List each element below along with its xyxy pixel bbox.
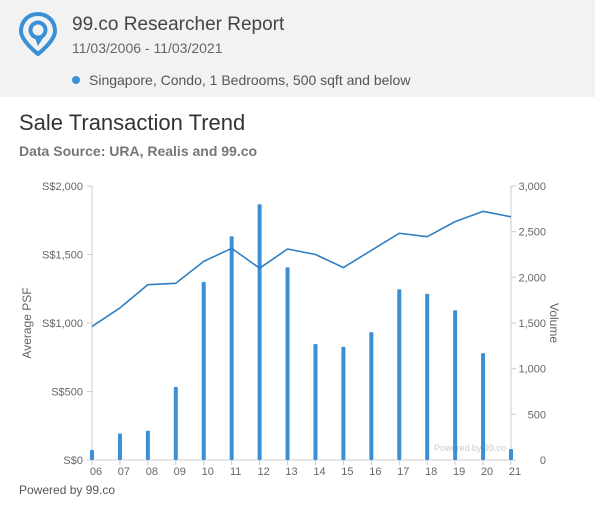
- x-tick-label: 10: [202, 466, 214, 478]
- x-tick-label: 09: [174, 466, 186, 478]
- x-tick-label: 13: [285, 466, 297, 478]
- chart-watermark: Powered by 99.co: [434, 443, 506, 453]
- x-tick-label: 16: [369, 466, 381, 478]
- filter-legend: Singapore, Condo, 1 Bedrooms, 500 sqft a…: [72, 72, 410, 88]
- x-tick-label: 18: [425, 466, 437, 478]
- volume-bar: [313, 344, 318, 460]
- y-tick-label: S$1,000: [42, 318, 83, 330]
- volume-bar: [509, 449, 513, 460]
- location-pin-logo-icon: [19, 12, 57, 56]
- x-tick-label: 12: [257, 466, 269, 478]
- x-tick-label: 19: [453, 466, 465, 478]
- y-right-tick-label: 1,500: [518, 318, 546, 330]
- volume-bar: [257, 204, 262, 460]
- volume-bar: [453, 310, 458, 460]
- x-tick-label: 11: [230, 466, 241, 478]
- x-tick-label: 06: [90, 466, 102, 478]
- y-axis-right-label: Volume: [547, 303, 561, 343]
- y-right-tick-label: 2,000: [518, 272, 546, 284]
- x-tick-label: 14: [313, 466, 325, 478]
- y-axis-label: Average PSF: [20, 287, 34, 358]
- volume-bar: [369, 332, 374, 460]
- average-psf-line: [91, 210, 512, 328]
- chart-title: Sale Transaction Trend: [19, 110, 246, 135]
- volume-bar: [481, 353, 486, 460]
- volume-bar: [285, 267, 290, 460]
- report-title: 99.co Researcher Report: [72, 14, 285, 35]
- x-tick-label: 07: [118, 466, 130, 478]
- volume-bar: [173, 386, 178, 460]
- volume-bar: [117, 433, 122, 460]
- legend-dot-icon: [72, 76, 80, 84]
- volume-bar: [341, 346, 346, 460]
- sale-transaction-chart: S$0 S$500 S$1,000 S$1,500 S$2,000 0 500 1,000 1,…: [20, 181, 561, 478]
- y-right-tick-label: 0: [540, 455, 546, 467]
- x-tick-label: 20: [481, 466, 493, 478]
- volume-bar: [229, 236, 234, 460]
- report-date-range: 11/03/2006 - 11/03/2021: [72, 40, 223, 56]
- y-tick-label: S$1,500: [42, 250, 83, 262]
- x-tick-label: 15: [341, 466, 353, 478]
- volume-bar: [201, 281, 206, 460]
- volume-bar: [90, 449, 94, 460]
- chart-data-source: Data Source: URA, Realis and 99.co: [19, 143, 258, 159]
- x-tick-label: 17: [397, 466, 409, 478]
- volume-bar: [425, 293, 430, 460]
- volume-bar: [145, 430, 150, 460]
- report-header: 99.co Researcher Report 11/03/2006 - 11/…: [0, 0, 595, 97]
- filter-text: Singapore, Condo, 1 Bedrooms, 500 sqft a…: [89, 72, 411, 88]
- y-right-tick-label: 500: [528, 409, 546, 421]
- y-right-tick-label: 1,000: [518, 364, 546, 376]
- x-tick-label: 08: [146, 466, 158, 478]
- y-right-tick-label: 3,000: [518, 181, 546, 193]
- y-tick-label: S$2,000: [42, 181, 83, 193]
- x-tick-label: 21: [509, 466, 521, 478]
- footer-powered-by: Powered by 99.co: [19, 483, 116, 497]
- y-tick-label: S$500: [51, 387, 83, 399]
- y-tick-label: S$0: [63, 455, 83, 467]
- y-right-tick-label: 2,500: [518, 227, 546, 239]
- volume-bar: [397, 289, 402, 460]
